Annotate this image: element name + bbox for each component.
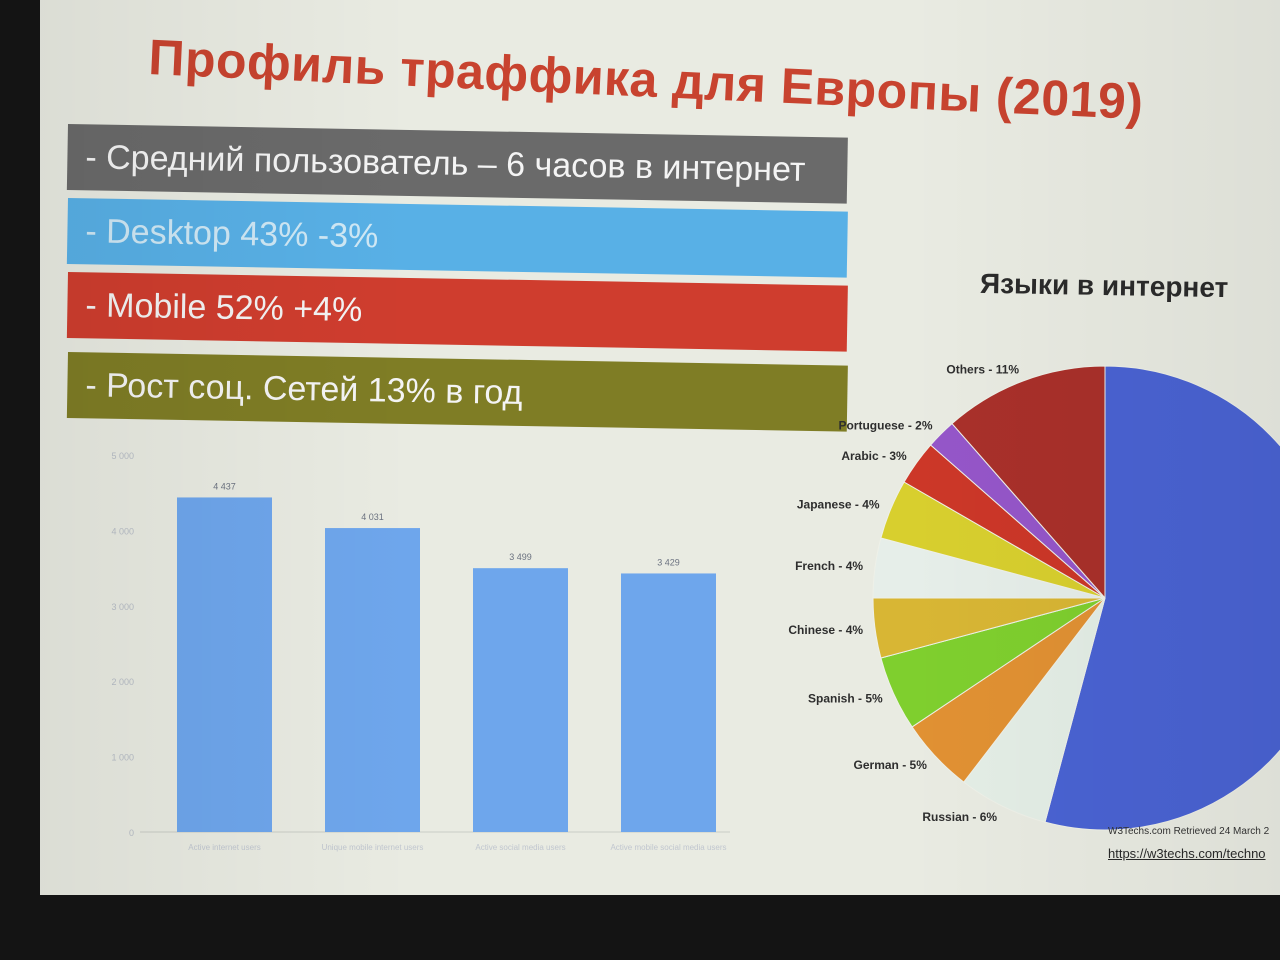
bar-ytick-label: 4 000 <box>111 526 134 536</box>
bar-ytick-label: 2 000 <box>111 677 134 687</box>
bar-2 <box>473 568 568 832</box>
pie-source: W3Techs.com Retrieved 24 March 2 <box>1108 826 1270 837</box>
pie-label: Others - 11% <box>946 363 1019 377</box>
projector-screen: Профиль траффика для Европы (2019) - Сре… <box>40 0 1280 895</box>
bar-category-label: Unique mobile internet users <box>322 843 424 852</box>
bar-value-label: 3 429 <box>657 557 680 567</box>
pie-label: French - 4% <box>795 559 863 573</box>
bar-ytick-label: 0 <box>129 828 134 838</box>
charts-layer: 0 1 000 2 000 3 000 4 000 5 000 4 437 Active in… <box>111 363 1280 852</box>
pie-label: Russian - 6% <box>922 810 997 824</box>
bar-ytick-label: 1 000 <box>111 753 134 763</box>
bar-value-label: 4 031 <box>361 512 384 522</box>
pie-slice-others <box>951 365 1106 600</box>
pie-slice-english <box>1044 365 1280 831</box>
bar-value-label: 4 437 <box>213 481 236 491</box>
bar-category-label: Active social media users <box>475 843 565 852</box>
pie-title: Языки в интернет <box>979 267 1229 304</box>
bar-ytick-label: 5 000 <box>111 451 134 461</box>
pie-label: Chinese - 4% <box>788 623 863 637</box>
bar-category-label: Active internet users <box>188 843 260 852</box>
pie-label: Portuguese - 2% <box>838 419 932 433</box>
bar-3 <box>621 573 716 832</box>
pie-source-link[interactable]: https://w3techs.com/techno <box>1108 846 1266 861</box>
bar-1 <box>325 528 420 832</box>
bar-ytick-label: 3 000 <box>111 602 134 612</box>
pie-label: Arabic - 3% <box>841 449 907 463</box>
bar-0 <box>177 497 272 832</box>
pie-label: Japanese - 4% <box>797 498 880 512</box>
bar-category-label: Active mobile social media users <box>610 843 726 852</box>
bar-value-label: 3 499 <box>509 552 532 562</box>
pie-label: German - 5% <box>854 758 928 772</box>
pie-label: Spanish - 5% <box>808 692 883 706</box>
